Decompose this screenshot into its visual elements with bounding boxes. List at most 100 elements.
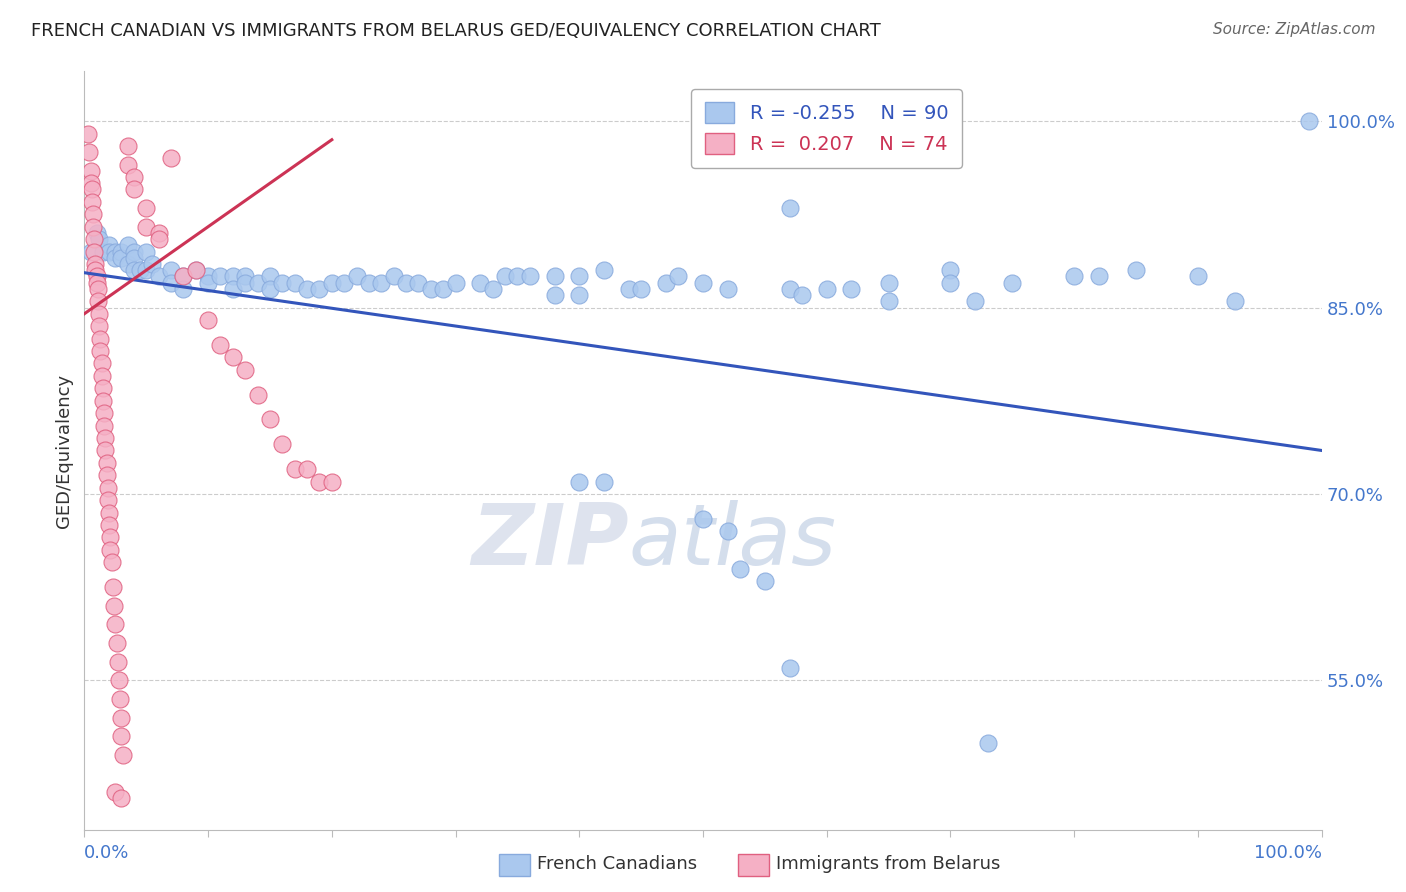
Point bbox=[89, 344, 111, 359]
Point bbox=[295, 462, 318, 476]
Point bbox=[94, 431, 117, 445]
Point bbox=[110, 244, 132, 259]
Point bbox=[470, 276, 492, 290]
Point bbox=[135, 201, 157, 215]
Point bbox=[172, 269, 194, 284]
Point bbox=[110, 251, 132, 265]
Point bbox=[246, 387, 269, 401]
Point bbox=[98, 542, 121, 557]
Point bbox=[80, 182, 103, 196]
Point bbox=[617, 282, 640, 296]
Point bbox=[877, 294, 900, 309]
Point bbox=[815, 282, 838, 296]
Point bbox=[148, 269, 170, 284]
Text: ZIP: ZIP bbox=[471, 500, 628, 583]
Point bbox=[122, 251, 145, 265]
Point bbox=[692, 276, 714, 290]
Y-axis label: GED/Equivalency: GED/Equivalency bbox=[55, 374, 73, 527]
Point bbox=[593, 263, 616, 277]
Point bbox=[432, 282, 454, 296]
Point bbox=[87, 294, 110, 309]
Point bbox=[86, 276, 108, 290]
Point bbox=[593, 475, 616, 489]
Point bbox=[184, 263, 207, 277]
Point bbox=[370, 276, 392, 290]
Point bbox=[568, 269, 591, 284]
Point bbox=[110, 791, 132, 805]
Point bbox=[98, 506, 121, 520]
Point bbox=[104, 617, 127, 632]
Point bbox=[308, 282, 330, 296]
Point bbox=[939, 263, 962, 277]
Point bbox=[84, 263, 107, 277]
Point bbox=[692, 512, 714, 526]
Point bbox=[129, 263, 152, 277]
Point bbox=[246, 276, 269, 290]
Legend: R = -0.255    N = 90, R =  0.207    N = 74: R = -0.255 N = 90, R = 0.207 N = 74 bbox=[692, 88, 962, 168]
Point bbox=[82, 219, 104, 234]
Point bbox=[395, 276, 418, 290]
Point bbox=[89, 332, 111, 346]
Point bbox=[96, 468, 118, 483]
Point bbox=[79, 163, 101, 178]
Point bbox=[97, 481, 120, 495]
Point bbox=[222, 282, 245, 296]
Point bbox=[122, 263, 145, 277]
Point bbox=[104, 244, 127, 259]
Point bbox=[80, 194, 103, 209]
Point bbox=[91, 393, 114, 408]
Point bbox=[83, 232, 105, 246]
Point bbox=[172, 269, 194, 284]
Point bbox=[98, 238, 121, 252]
Point bbox=[98, 244, 121, 259]
Point bbox=[135, 263, 157, 277]
Text: 0.0%: 0.0% bbox=[84, 845, 129, 863]
Point bbox=[408, 276, 430, 290]
Point bbox=[135, 244, 157, 259]
Point bbox=[148, 232, 170, 246]
Point bbox=[117, 238, 139, 252]
Text: 100.0%: 100.0% bbox=[1254, 845, 1322, 863]
Point bbox=[82, 207, 104, 221]
Point bbox=[965, 294, 987, 309]
Point bbox=[321, 276, 343, 290]
Point bbox=[79, 244, 101, 259]
Text: FRENCH CANADIAN VS IMMIGRANTS FROM BELARUS GED/EQUIVALENCY CORRELATION CHART: FRENCH CANADIAN VS IMMIGRANTS FROM BELAR… bbox=[31, 22, 880, 40]
Point bbox=[976, 735, 998, 749]
Point bbox=[284, 462, 307, 476]
Point bbox=[104, 251, 127, 265]
Point bbox=[519, 269, 541, 284]
Point bbox=[197, 313, 219, 327]
Point bbox=[79, 176, 101, 190]
Point bbox=[83, 244, 105, 259]
Point bbox=[209, 269, 232, 284]
Point bbox=[877, 276, 900, 290]
Point bbox=[160, 276, 183, 290]
Point bbox=[87, 282, 110, 296]
Point bbox=[110, 692, 132, 706]
Point bbox=[160, 152, 183, 166]
Point bbox=[86, 269, 108, 284]
Point bbox=[494, 269, 516, 284]
Point bbox=[93, 406, 115, 420]
Point bbox=[754, 139, 776, 153]
Point bbox=[141, 257, 163, 271]
Point bbox=[96, 456, 118, 470]
Point bbox=[197, 276, 219, 290]
Point bbox=[79, 145, 101, 160]
Point bbox=[382, 269, 405, 284]
Point bbox=[717, 524, 740, 539]
Point bbox=[89, 232, 111, 246]
Bar bbox=[738, 854, 769, 876]
Point bbox=[97, 493, 120, 508]
Text: atlas: atlas bbox=[628, 500, 837, 583]
Point bbox=[543, 269, 565, 284]
Point bbox=[122, 182, 145, 196]
Point bbox=[233, 362, 256, 376]
Text: Immigrants from Belarus: Immigrants from Belarus bbox=[776, 855, 1001, 873]
Point bbox=[1001, 276, 1024, 290]
Point bbox=[197, 269, 219, 284]
Point bbox=[209, 338, 232, 352]
Point bbox=[1063, 269, 1085, 284]
Point bbox=[1125, 263, 1147, 277]
